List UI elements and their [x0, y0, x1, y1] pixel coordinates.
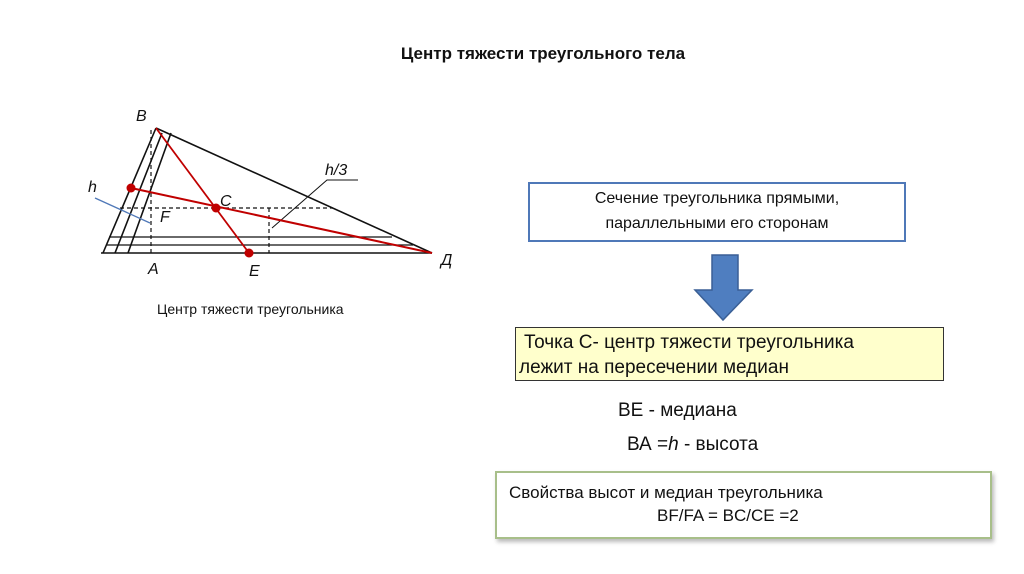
- section-line-1: Сечение треугольника прямыми,: [594, 190, 840, 207]
- center-line-1: Точка С- центр тяжести треугольника: [524, 332, 854, 353]
- properties-line-1: Свойства высот и медиан треугольника: [509, 483, 823, 502]
- properties-box: Свойства высот и медиан треугольника BF/…: [495, 471, 992, 539]
- properties-line-2: BF/FA = BC/CE =2: [657, 506, 799, 525]
- label-b: B: [136, 108, 147, 125]
- parallel-line: [114, 132, 163, 254]
- point-c: [211, 203, 221, 213]
- center-line-2: лежит на пересечении медиан: [519, 357, 789, 378]
- height-prefix: ВА =: [627, 434, 669, 455]
- arrow-down-icon: [693, 254, 754, 322]
- label-a: A: [147, 261, 159, 278]
- label-h: h: [88, 179, 97, 196]
- height-text: ВА =h - высота: [627, 434, 758, 456]
- median-be: [155, 127, 250, 254]
- label-f: F: [160, 209, 171, 226]
- h3-leader: [271, 179, 358, 229]
- median-text: ВЕ - медиана: [618, 400, 737, 421]
- h-pointer: [94, 197, 151, 224]
- height-suffix: - высота: [678, 434, 759, 455]
- point-e: [244, 248, 254, 258]
- height-var: h: [668, 434, 679, 455]
- triangle-side-bd: [155, 127, 433, 254]
- label-d: Д: [439, 252, 452, 269]
- center-box: Точка С- центр тяжести треугольника лежи…: [515, 327, 944, 381]
- section-box: Сечение треугольника прямыми, параллельн…: [528, 182, 906, 242]
- label-h3: h/3: [325, 162, 347, 179]
- label-e: E: [249, 263, 260, 280]
- slide-title: Центр тяжести треугольного тела: [400, 44, 686, 63]
- section-line-2: параллельными его сторонам: [605, 215, 829, 232]
- label-c: C: [220, 193, 232, 210]
- point-h: [126, 183, 136, 193]
- median-to-d: [130, 187, 433, 254]
- diagram-caption: Центр тяжести треугольника: [157, 301, 344, 317]
